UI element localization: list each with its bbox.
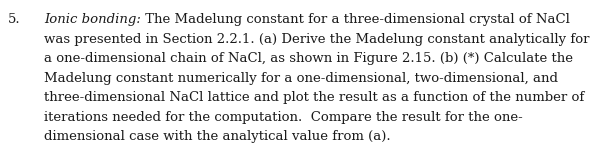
- Text: iterations needed for the computation.  Compare the result for the one-: iterations needed for the computation. C…: [44, 111, 523, 124]
- Text: a one-dimensional chain of NaCl, as shown in Figure 2.15. (b) (*) Calculate the: a one-dimensional chain of NaCl, as show…: [44, 52, 573, 65]
- Text: three-dimensional NaCl lattice and plot the result as a function of the number o: three-dimensional NaCl lattice and plot …: [44, 91, 584, 104]
- Text: The Madelung constant for a three-dimensional crystal of NaCl: The Madelung constant for a three-dimens…: [141, 13, 570, 26]
- Text: Madelung constant numerically for a one-dimensional, two-dimensional, and: Madelung constant numerically for a one-…: [44, 71, 558, 84]
- Text: 5.: 5.: [8, 13, 21, 26]
- Text: dimensional case with the analytical value from (a).: dimensional case with the analytical val…: [44, 130, 390, 143]
- Text: Ionic bonding:: Ionic bonding:: [44, 13, 141, 26]
- Text: was presented in Section 2.2.1. (a) Derive the Madelung constant analytically fo: was presented in Section 2.2.1. (a) Deri…: [44, 32, 590, 46]
